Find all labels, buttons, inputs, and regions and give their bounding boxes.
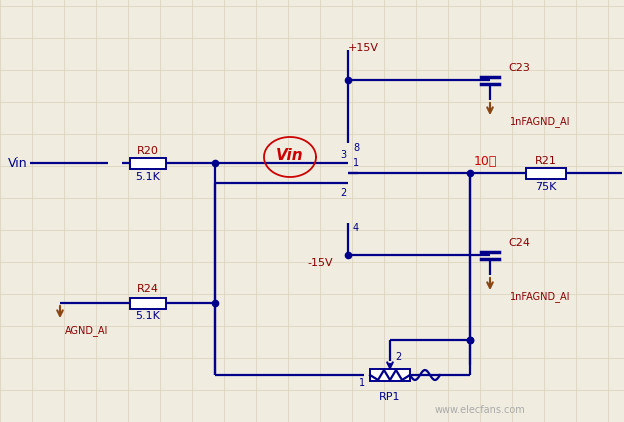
- Text: C23: C23: [508, 63, 530, 73]
- Text: 1: 1: [359, 378, 365, 388]
- Text: 8: 8: [353, 143, 359, 153]
- Text: 3: 3: [340, 150, 346, 160]
- Text: 1nFAGND_AI: 1nFAGND_AI: [510, 292, 570, 303]
- Bar: [130, 157, 166, 168]
- Text: R20: R20: [137, 146, 159, 156]
- Text: 2: 2: [340, 188, 346, 198]
- Bar: [370, 369, 410, 381]
- Text: 75K: 75K: [535, 182, 557, 192]
- Text: R21: R21: [535, 156, 557, 166]
- Text: Vin: Vin: [276, 148, 304, 162]
- Text: Vin: Vin: [8, 157, 27, 170]
- Text: C24: C24: [508, 238, 530, 248]
- Text: 4: 4: [353, 223, 359, 233]
- Text: 1nFAGND_AI: 1nFAGND_AI: [510, 116, 570, 127]
- Text: 1: 1: [353, 158, 359, 168]
- Bar: [526, 168, 566, 179]
- Text: 5.1K: 5.1K: [135, 311, 160, 321]
- Text: 10倍: 10倍: [474, 154, 497, 168]
- Text: www.elecfans.com: www.elecfans.com: [435, 405, 525, 415]
- Bar: [130, 298, 166, 308]
- Text: +15V: +15V: [348, 43, 379, 53]
- Text: AGND_AI: AGND_AI: [65, 325, 109, 336]
- Text: 5.1K: 5.1K: [135, 172, 160, 182]
- Text: -15V: -15V: [307, 258, 333, 268]
- Text: R24: R24: [137, 284, 159, 294]
- Text: RP1: RP1: [379, 392, 401, 402]
- Text: 2: 2: [395, 352, 401, 362]
